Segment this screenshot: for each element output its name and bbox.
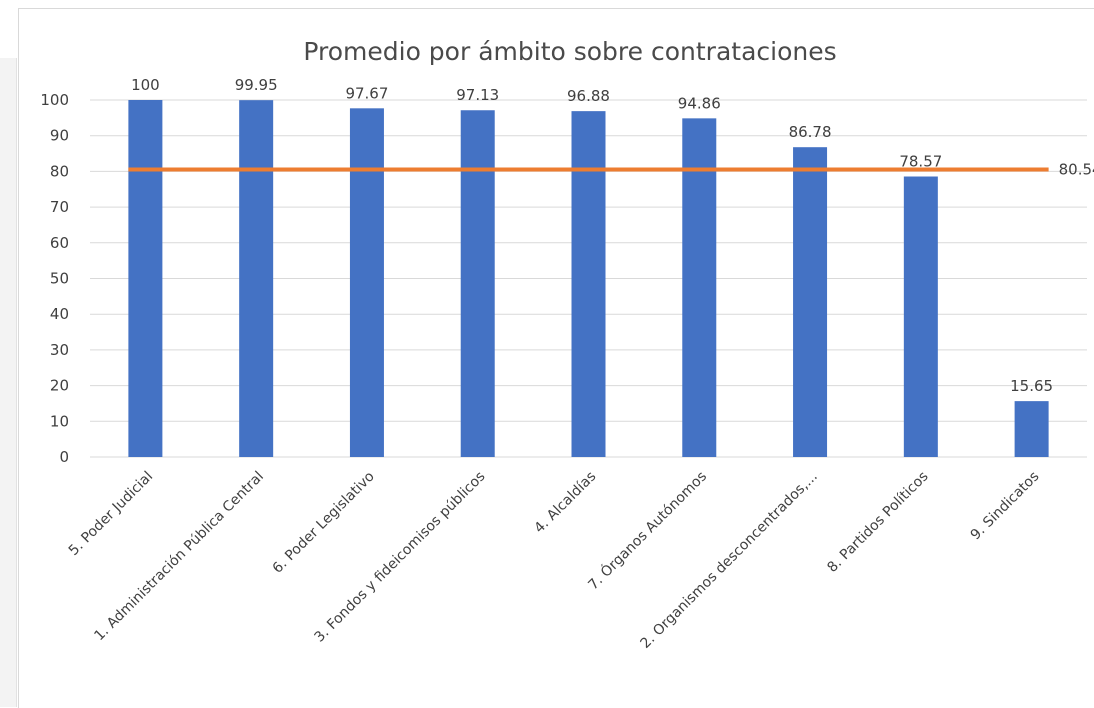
data-label: 100 — [131, 76, 160, 94]
data-label: 15.65 — [1010, 377, 1053, 395]
y-tick-label: 20 — [50, 377, 69, 395]
data-label: 86.78 — [789, 123, 832, 141]
data-label: 78.57 — [899, 153, 942, 171]
x-tick-label: 8. Partidos Políticos — [824, 469, 931, 576]
y-tick-label: 50 — [50, 270, 69, 288]
y-tick-label: 60 — [50, 234, 69, 252]
bar — [349, 108, 384, 457]
bar — [903, 176, 938, 457]
bar — [571, 111, 606, 457]
y-tick-label: 80 — [50, 162, 69, 180]
x-tick-label: 9. Sindicatos — [968, 469, 1043, 544]
data-label: 94.86 — [678, 94, 721, 112]
left-side-panel — [0, 58, 17, 707]
average-line-label: 80.54 — [1059, 160, 1094, 178]
bar — [239, 100, 274, 457]
bar — [682, 118, 717, 458]
data-label: 96.88 — [567, 87, 610, 105]
y-tick-label: 30 — [50, 341, 69, 359]
data-label: 97.13 — [456, 86, 499, 104]
x-tick-label: 3. Fondos y fideicomisos públicos — [312, 469, 489, 646]
bar — [128, 100, 163, 457]
x-tick-label: 4. Alcaldías — [531, 469, 599, 537]
y-tick-label: 100 — [40, 91, 69, 109]
x-tick-label: 6. Poder Legislativo — [270, 469, 378, 577]
y-axis: 0 10 20 30 40 50 60 70 80 90 100 — [40, 91, 69, 466]
x-tick-label: 7. Órganos Autónomos — [584, 467, 710, 593]
data-label: 99.95 — [235, 76, 278, 94]
chart-title: Promedio por ámbito sobre contrataciones — [303, 37, 836, 66]
data-label: 97.67 — [345, 84, 388, 102]
x-tick-label: 2. Organismos desconcentrados,... — [638, 469, 821, 652]
data-labels: 100 99.95 97.67 97.13 96.88 94.86 86.78 78.57 15… — [131, 76, 1053, 395]
y-tick-label: 90 — [50, 127, 69, 145]
average-line-group: 80.54 — [128, 160, 1094, 178]
x-tick-label: 5. Poder Judicial — [66, 469, 156, 559]
y-tick-label: 40 — [50, 305, 69, 323]
bar — [1014, 401, 1049, 457]
y-tick-label: 70 — [50, 198, 69, 216]
bar — [460, 110, 495, 457]
bar — [793, 147, 828, 457]
y-tick-label: 0 — [59, 448, 69, 466]
y-tick-label: 10 — [50, 412, 69, 430]
